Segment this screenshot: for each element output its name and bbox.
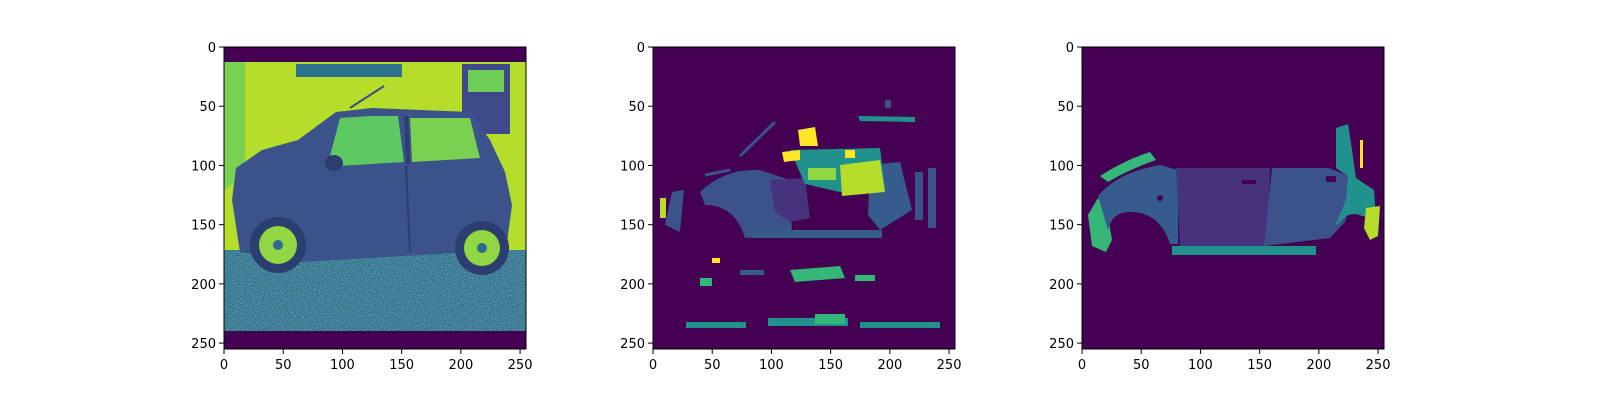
mask-yellow-blob-3: [845, 150, 855, 158]
y-tick-label: 0: [208, 41, 216, 56]
mask-rear-edge: [928, 168, 936, 228]
gt-front-door: [1176, 168, 1270, 246]
gt-front-fender: [1098, 165, 1178, 244]
x-tick-label: 150: [818, 358, 843, 373]
image-car-door-seam: [405, 165, 411, 253]
y-tick-label: 250: [1049, 337, 1074, 352]
mask-diagonal-streak: [738, 120, 777, 158]
mask-yellow-blob-4: [712, 258, 720, 263]
x-tick-label: 100: [330, 358, 355, 373]
mask-lime-patch: [808, 168, 836, 180]
panel-1-image: [224, 47, 526, 349]
mask-ground-blob-2: [700, 278, 712, 286]
gt-sill: [1172, 246, 1316, 255]
y-tick-label: 100: [191, 159, 216, 174]
mask-window-lime: [840, 160, 885, 196]
axes-2: 0 50 100 150 200 250 0 50 100 150 200 250: [620, 41, 961, 373]
mask-ground-blob-3: [855, 275, 875, 281]
mask-front-left: [665, 190, 684, 232]
image-car-pillar: [404, 115, 410, 165]
x-tick-label: 150: [389, 358, 414, 373]
mask-front-fender-yellow: [660, 198, 666, 218]
y-tick-label: 250: [620, 337, 645, 352]
y-tick-label: 0: [1066, 41, 1074, 56]
mask-bottom-streak-3: [815, 314, 845, 324]
gt-door-handle: [1242, 180, 1256, 184]
y-tick-label: 200: [620, 278, 645, 293]
y-tick-label: 150: [1049, 219, 1074, 234]
x-tick-label: 250: [937, 358, 962, 373]
panel-2-image: [653, 47, 955, 349]
mask-yellow-blob-2: [782, 150, 800, 162]
axes-frame: [223, 46, 527, 350]
x-tick-label: 150: [1247, 358, 1272, 373]
image-sign: [296, 64, 402, 77]
axes-layer: 0 50 100 150 200 250 0 50 100 150 200 250 0 50 100 150 2…: [191, 41, 1390, 373]
x-tick-label: 50: [1133, 358, 1150, 373]
gt-rear-quarter: [1335, 124, 1376, 226]
image-car-window-front: [330, 116, 404, 166]
gt-mirror-hole: [1157, 195, 1163, 201]
mask-body-outline: [700, 169, 792, 238]
image-wheel-rear-hub: [477, 243, 487, 253]
x-tick-label: 50: [275, 358, 292, 373]
panel-3-image: [1082, 47, 1384, 349]
y-tick-label: 200: [191, 278, 216, 293]
mask-bottom-streak-2: [768, 318, 848, 326]
y-tick-label: 200: [1049, 278, 1074, 293]
x-tick-label: 0: [1078, 358, 1086, 373]
y-tick-label: 100: [1049, 159, 1074, 174]
mask-teal-streak-top: [858, 116, 915, 122]
image-bottom-band: [224, 331, 526, 349]
axes-frame: [1081, 46, 1385, 350]
image-car-antenna: [349, 85, 385, 109]
y-tick-label: 50: [1057, 100, 1074, 115]
x-tick-label: 250: [1366, 358, 1391, 373]
gt-pillar-highlight: [1360, 140, 1363, 168]
x-tick-label: 100: [759, 358, 784, 373]
image-car-mirror: [325, 155, 343, 171]
axes-1: 0 50 100 150 200 250 0 50 100 150 200 250: [191, 41, 532, 373]
x-tick-label: 200: [877, 358, 902, 373]
mask-bottom-streak-1: [686, 322, 746, 328]
gt-tail-light: [1364, 206, 1380, 240]
mask-front-door: [770, 178, 810, 222]
mask-yellow-blob-1: [798, 127, 818, 146]
y-tick-label: 100: [620, 159, 645, 174]
image-car-window-rear: [410, 118, 480, 162]
axes-frame: [652, 46, 956, 350]
y-tick-label: 50: [628, 100, 645, 115]
x-tick-label: 200: [1306, 358, 1331, 373]
x-tick-label: 200: [448, 358, 473, 373]
x-tick-label: 0: [220, 358, 228, 373]
y-tick-label: 150: [620, 219, 645, 234]
image-wall-shadow: [224, 62, 245, 190]
mask-sill: [752, 230, 882, 238]
y-tick-label: 0: [637, 41, 645, 56]
y-tick-label: 50: [199, 100, 216, 115]
mask-bottom-streak-4: [860, 322, 940, 328]
image-door-pane: [468, 70, 504, 92]
mask-rear-strip: [915, 172, 923, 220]
x-tick-label: 100: [1188, 358, 1213, 373]
mask-ground-blob-4: [740, 270, 764, 275]
x-tick-label: 50: [704, 358, 721, 373]
gt-hood: [1100, 152, 1156, 182]
y-tick-label: 250: [191, 337, 216, 352]
y-tick-label: 150: [191, 219, 216, 234]
gt-rear-door: [1264, 168, 1352, 246]
mask-hood-streak: [704, 168, 731, 177]
x-tick-label: 0: [649, 358, 657, 373]
mask-ground-blob-1: [790, 266, 845, 282]
gt-fuel-cap: [1326, 176, 1336, 182]
axes-3: 0 50 100 150 200 250 0 50 100 150 200 250: [1049, 41, 1390, 373]
image-wheel-front-hub: [273, 240, 283, 250]
x-tick-label: 250: [508, 358, 533, 373]
mask-teal-dot: [885, 100, 891, 108]
